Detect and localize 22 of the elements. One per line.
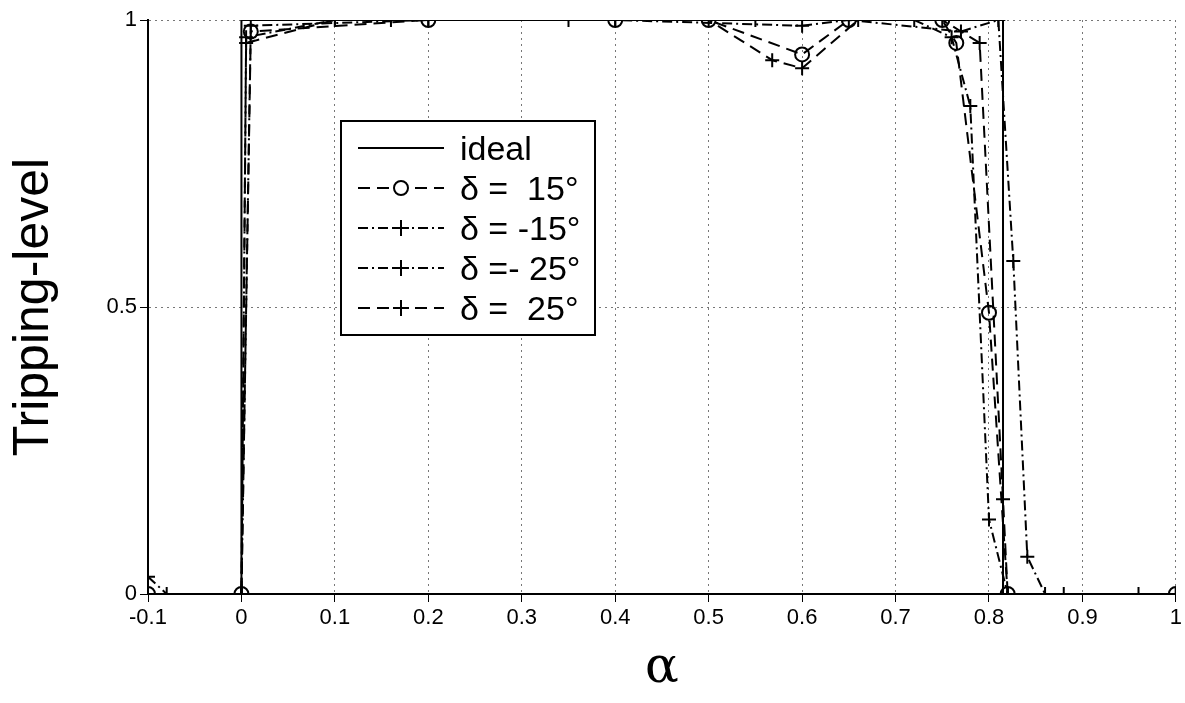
x-axis-title: α <box>645 635 679 694</box>
x-tick-label: 0.6 <box>786 604 818 630</box>
x-tick-label: 0.2 <box>413 604 444 630</box>
x-tick-label: 0.1 <box>319 604 351 630</box>
x-tick-label: 0.4 <box>599 604 631 630</box>
y-tick-label: 0 <box>124 580 137 606</box>
y-tick-label: 0.5 <box>106 293 137 319</box>
x-tick-label: 0 <box>235 604 248 630</box>
y-tick-label: 1 <box>124 6 137 32</box>
x-tick-label: 0.8 <box>973 604 1005 630</box>
x-tick-label: 0.5 <box>693 604 724 630</box>
x-tick-label: 0.3 <box>506 604 538 630</box>
legend-label: δ =- 25° <box>460 248 581 288</box>
legend-label: δ = 15° <box>460 168 579 208</box>
x-tick-label: 0.9 <box>1067 604 1098 630</box>
x-tick-label: -0.1 <box>129 604 167 630</box>
x-tick-label: 1 <box>1169 604 1183 630</box>
y-axis-title: Tripping-level <box>2 157 59 457</box>
legend-label: δ = 25° <box>460 288 579 328</box>
legend-label: ideal <box>460 128 532 168</box>
legend-label: δ = -15° <box>460 208 581 248</box>
x-tick-label: 0.7 <box>880 604 911 630</box>
